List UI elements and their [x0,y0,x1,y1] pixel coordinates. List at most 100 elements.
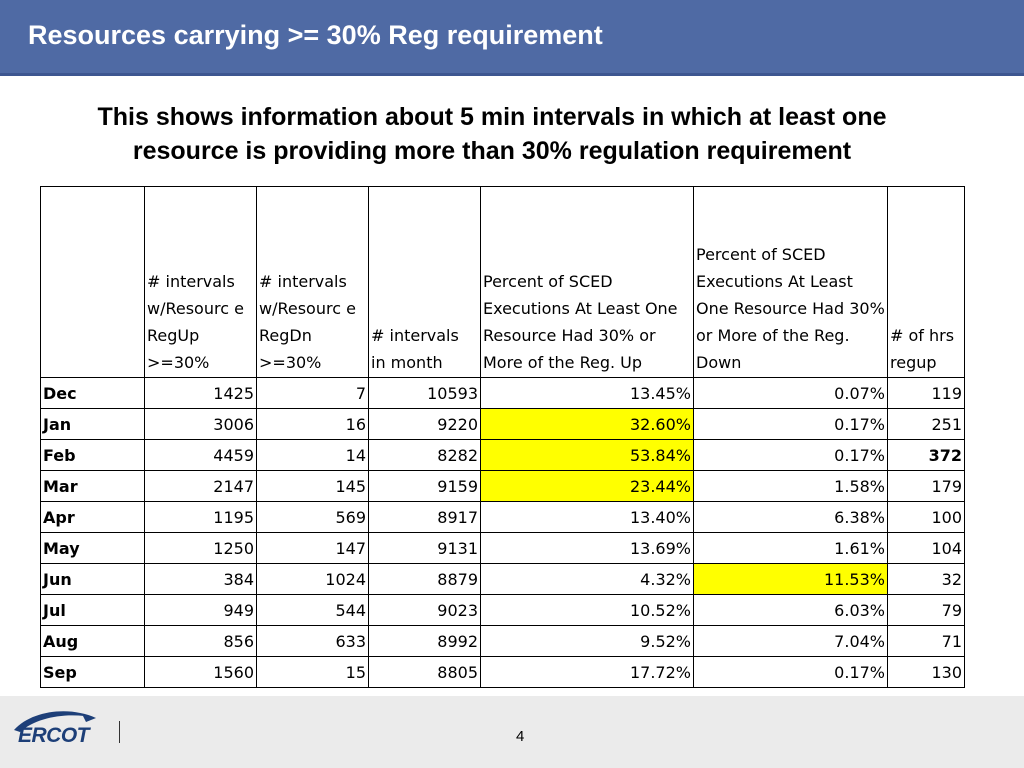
cell-intervals-regdn: 15 [256,656,369,688]
cell-intervals-month: 9220 [368,408,481,440]
table-row: Jul 949 544 9023 10.52% 6.03% 79 [40,594,965,626]
cell-hrs-regup: 179 [887,470,965,502]
cell-intervals-month: 9131 [368,532,481,564]
cell-percent-regdown: 11.53% [693,563,888,595]
cell-percent-regdown: 6.38% [693,501,888,533]
cell-month: Mar [40,470,145,502]
cell-intervals-month: 8992 [368,625,481,657]
cell-percent-regup: 9.52% [480,625,694,657]
cell-hrs-regup: 130 [887,656,965,688]
header-row: # intervals w/Resourc e RegUp >=30% # in… [40,186,965,378]
cell-intervals-regdn: 147 [256,532,369,564]
cell-percent-regdown: 0.17% [693,408,888,440]
header-percent-regup: Percent of SCED Executions At Least One … [480,186,694,378]
cell-month: Aug [40,625,145,657]
cell-percent-regdown: 0.07% [693,377,888,409]
cell-percent-regup: 32.60% [480,408,694,440]
cell-intervals-regdn: 14 [256,439,369,471]
cell-hrs-regup: 79 [887,594,965,626]
cell-month: Jun [40,563,145,595]
title-bar: Resources carrying >= 30% Reg requiremen… [0,0,1024,76]
cell-intervals-regup: 2147 [144,470,257,502]
page-number: 4 [516,728,525,745]
cell-percent-regdown: 1.58% [693,470,888,502]
header-hrs-regup: # of hrs regup [887,186,965,378]
table-body: Dec 1425 7 10593 13.45% 0.07% 119 Jan 3006 16 9220… [40,377,965,688]
cell-intervals-regdn: 1024 [256,563,369,595]
cell-month: Sep [40,656,145,688]
slide-title: Resources carrying >= 30% Reg requiremen… [28,20,603,50]
cell-percent-regdown: 7.04% [693,625,888,657]
cell-month: Jul [40,594,145,626]
cell-intervals-month: 8917 [368,501,481,533]
cell-percent-regup: 13.40% [480,501,694,533]
header-intervals-regup: # intervals w/Resourc e RegUp >=30% [144,186,257,378]
cell-percent-regup: 17.72% [480,656,694,688]
cell-month: May [40,532,145,564]
table-row: Feb 4459 14 8282 53.84% 0.17% 372 [40,439,965,471]
table-row: Sep 1560 15 8805 17.72% 0.17% 130 [40,656,965,688]
cell-intervals-regdn: 633 [256,625,369,657]
ercot-logo-text: ERCOT [18,724,90,747]
slide-subtitle: This shows information about 5 min inter… [0,100,984,168]
cell-percent-regup: 4.32% [480,563,694,595]
cell-intervals-regdn: 16 [256,408,369,440]
cell-month: Jan [40,408,145,440]
cell-hrs-regup: 119 [887,377,965,409]
cell-intervals-regdn: 7 [256,377,369,409]
cell-hrs-regup: 251 [887,408,965,440]
cell-hrs-regup: 32 [887,563,965,595]
cell-intervals-regdn: 145 [256,470,369,502]
header-percent-regdown: Percent of SCED Executions At Least One … [693,186,888,378]
cell-intervals-month: 8879 [368,563,481,595]
cell-percent-regdown: 0.17% [693,439,888,471]
header-intervals-month: # intervals in month [368,186,481,378]
table-row: Aug 856 633 8992 9.52% 7.04% 71 [40,625,965,657]
cell-month: Dec [40,377,145,409]
cell-month: Apr [40,501,145,533]
cell-hrs-regup: 71 [887,625,965,657]
cell-percent-regup: 23.44% [480,470,694,502]
cell-intervals-month: 8805 [368,656,481,688]
cell-intervals-regdn: 569 [256,501,369,533]
footer: ERCOT 4 [0,696,1024,768]
cell-intervals-regup: 1195 [144,501,257,533]
cell-month: Feb [40,439,145,471]
cell-intervals-regup: 1560 [144,656,257,688]
cell-intervals-regdn: 544 [256,594,369,626]
cell-intervals-regup: 3006 [144,408,257,440]
table-row: Jan 3006 16 9220 32.60% 0.17% 251 [40,408,965,440]
table-row: Apr 1195 569 8917 13.40% 6.38% 100 [40,501,965,533]
cell-hrs-regup: 100 [887,501,965,533]
reg-requirement-table: # intervals w/Resourc e RegUp >=30% # in… [40,186,965,688]
cell-hrs-regup: 104 [887,532,965,564]
table-row: May 1250 147 9131 13.69% 1.61% 104 [40,532,965,564]
cell-percent-regdown: 0.17% [693,656,888,688]
cell-intervals-month: 8282 [368,439,481,471]
cell-intervals-month: 9023 [368,594,481,626]
cell-percent-regup: 13.45% [480,377,694,409]
cell-hrs-regup: 372 [887,439,965,471]
table-row: Jun 384 1024 8879 4.32% 11.53% 32 [40,563,965,595]
cell-percent-regdown: 1.61% [693,532,888,564]
header-intervals-regdn: # intervals w/Resourc e RegDn >=30% [256,186,369,378]
cell-intervals-regup: 1250 [144,532,257,564]
ercot-swoosh-icon [14,711,96,732]
cell-intervals-regup: 856 [144,625,257,657]
cell-percent-regup: 53.84% [480,439,694,471]
cell-intervals-month: 9159 [368,470,481,502]
subtitle-line-2: resource is providing more than 30% regu… [132,137,852,165]
cell-percent-regdown: 6.03% [693,594,888,626]
table-row: Dec 1425 7 10593 13.45% 0.07% 119 [40,377,965,409]
cell-percent-regup: 13.69% [480,532,694,564]
cell-intervals-regup: 384 [144,563,257,595]
table-row: Mar 2147 145 9159 23.44% 1.58% 179 [40,470,965,502]
cell-intervals-regup: 4459 [144,439,257,471]
footer-divider [119,721,120,743]
cell-intervals-regup: 1425 [144,377,257,409]
cell-intervals-regup: 949 [144,594,257,626]
header-month [40,186,145,378]
cell-intervals-month: 10593 [368,377,481,409]
subtitle-line-1: This shows information about 5 min inter… [97,103,887,131]
cell-percent-regup: 10.52% [480,594,694,626]
